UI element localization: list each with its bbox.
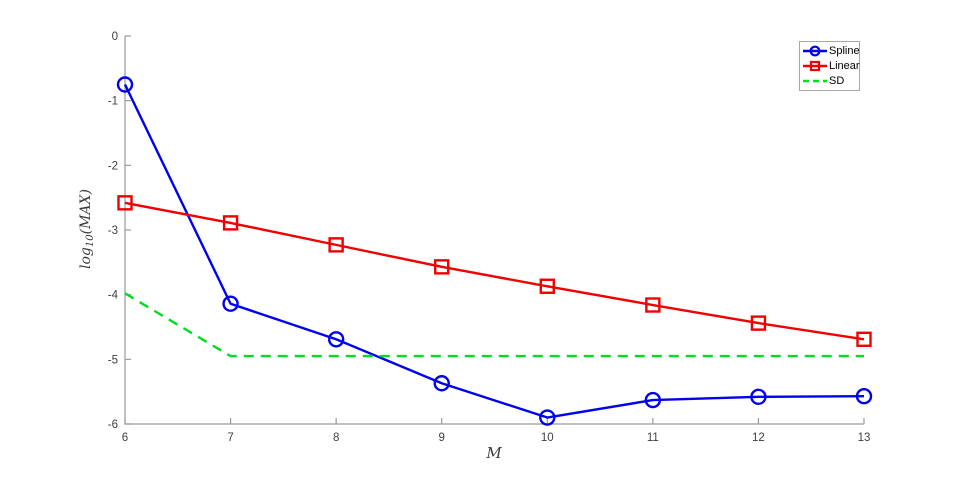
y-axis-label-prefix: log <box>78 247 94 269</box>
x-tick-label: 6 <box>122 432 128 444</box>
x-axis-label: M <box>486 444 502 462</box>
y-tick-label: -1 <box>108 96 118 108</box>
series-line-sd <box>124 292 864 358</box>
legend-sample-sd <box>803 80 827 83</box>
legend-sample-circle-marker <box>809 45 821 57</box>
legend-item-linear: Linear <box>802 58 860 73</box>
legend-sample-linear <box>803 60 827 72</box>
y-tick-label: -6 <box>108 419 118 431</box>
square-marker-linear <box>434 259 450 275</box>
series-line-linear <box>124 201 865 341</box>
legend-label: Spline <box>829 44 860 57</box>
x-tick-label: 13 <box>858 432 871 444</box>
circle-marker-spline <box>433 375 450 392</box>
series-line-spline <box>123 83 865 419</box>
square-marker-linear <box>328 237 344 253</box>
y-axis-label-suffix: (MAX) <box>78 189 94 235</box>
legend-item-spline: Spline <box>802 43 860 58</box>
square-marker-linear <box>539 278 555 294</box>
square-marker-linear <box>856 331 872 347</box>
x-tick-label: 7 <box>227 432 233 444</box>
square-marker-linear <box>750 315 767 331</box>
y-axis-label-subscript: 10 <box>85 234 96 248</box>
legend: Spline Linear SD <box>799 41 860 91</box>
legend-item-sd: SD <box>802 74 857 89</box>
circle-marker-spline <box>750 388 767 406</box>
circle-marker-spline <box>327 331 345 348</box>
y-tick-label: -2 <box>108 160 118 172</box>
x-tick-label: 11 <box>647 432 659 444</box>
x-tick-label: 12 <box>752 432 765 444</box>
y-axis-label: log10(MAX) <box>78 189 96 269</box>
square-marker-linear <box>222 215 239 231</box>
legend-sample-square-marker <box>809 60 821 72</box>
x-tick-label: 10 <box>541 432 554 444</box>
y-tick-label: -5 <box>108 354 118 366</box>
y-tick-label: -3 <box>108 225 118 237</box>
circle-marker-spline <box>855 387 873 405</box>
x-tick-label: 9 <box>439 432 445 444</box>
circle-marker-spline <box>116 76 134 93</box>
legend-sample-spline <box>803 45 827 57</box>
legend-label: SD <box>829 75 845 88</box>
square-marker-linear <box>645 297 661 313</box>
y-tick-label: -4 <box>108 290 119 302</box>
circle-marker-spline <box>222 295 239 312</box>
legend-label: Linear <box>829 59 860 72</box>
circle-marker-spline <box>644 391 662 409</box>
square-marker-linear <box>117 195 133 211</box>
x-tick-label: 8 <box>333 432 339 444</box>
y-tick-label: 0 <box>112 31 118 43</box>
circle-marker-spline <box>539 409 556 426</box>
